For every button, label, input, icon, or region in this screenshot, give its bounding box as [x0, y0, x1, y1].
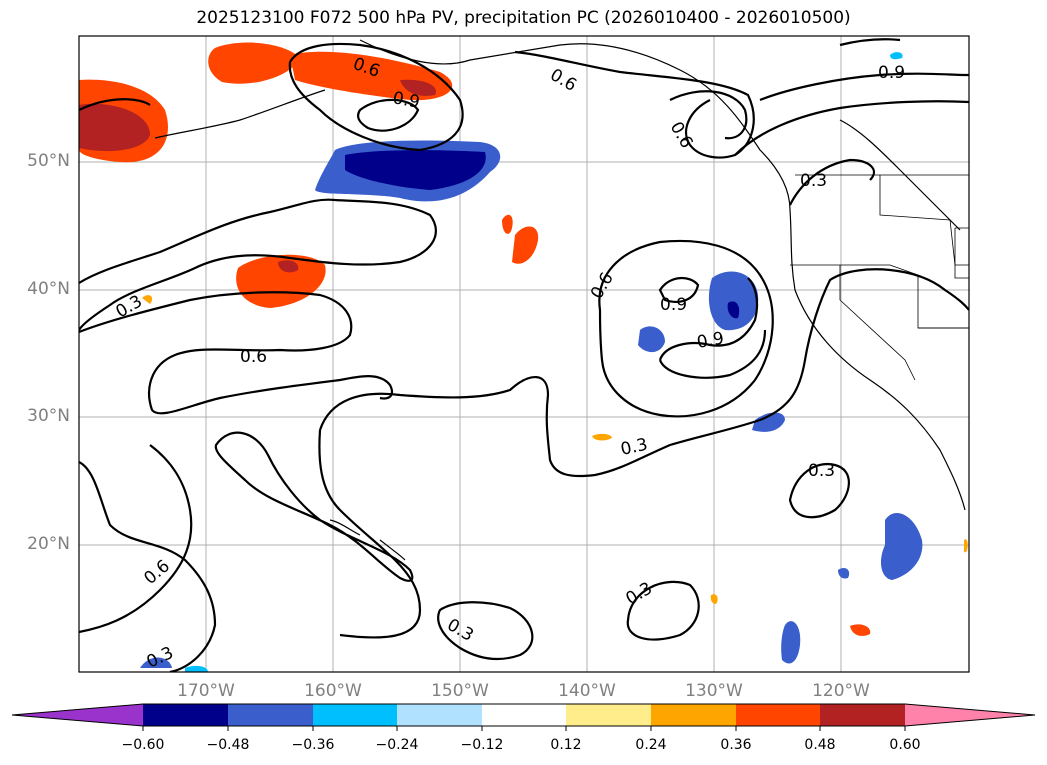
contour-label: 0.6 — [240, 347, 267, 367]
colorbar-tick-label: 0.12 — [550, 737, 582, 753]
colorbar-tick-label: 0.48 — [804, 737, 836, 753]
lat-label-50n: 50°N — [27, 151, 70, 171]
political-borders — [790, 174, 969, 381]
plot-area — [79, 36, 969, 672]
coastlines — [154, 39, 966, 561]
contour-label: 0.9 — [391, 88, 421, 112]
lat-label-30n: 30°N — [27, 406, 70, 426]
lon-label-170w: 170°W — [177, 681, 235, 701]
lat-label-40n: 40°N — [27, 279, 70, 299]
colorbar-tick-label: −0.24 — [375, 737, 419, 753]
pv-contours — [79, 38, 969, 672]
colorbar-tick-label: 0.36 — [720, 737, 752, 753]
contour-label: 0.9 — [660, 295, 687, 315]
colorbar-tick-label: 0.60 — [889, 737, 921, 753]
contour-label: 0.9 — [878, 63, 905, 83]
lon-label-130w: 130°W — [685, 681, 743, 701]
positive-anomaly-shading — [79, 42, 968, 636]
contour-label: 0.9 — [695, 329, 725, 353]
contour-label: 0.3 — [800, 171, 827, 191]
colorbar-tick-label: −0.36 — [291, 737, 335, 753]
colorbar-tick-label: 0.24 — [635, 737, 667, 753]
contour-label: 0.3 — [808, 461, 835, 481]
colorbar-tick-label: −0.60 — [121, 737, 165, 753]
negative-anomaly-shading — [140, 52, 923, 672]
lat-label-20n: 20°N — [27, 534, 70, 554]
lon-label-120w: 120°W — [812, 681, 870, 701]
colorbar — [11, 703, 1036, 731]
plot-frame — [78, 35, 970, 673]
lon-label-150w: 150°W — [431, 681, 489, 701]
map-title: 2025123100 F072 500 hPa PV, precipitatio… — [196, 8, 851, 28]
lon-label-140w: 140°W — [558, 681, 616, 701]
lon-label-160w: 160°W — [304, 681, 362, 701]
colorbar-tick-label: −0.48 — [206, 737, 250, 753]
colorbar-tick-label: −0.12 — [460, 737, 504, 753]
graticule — [79, 36, 969, 672]
